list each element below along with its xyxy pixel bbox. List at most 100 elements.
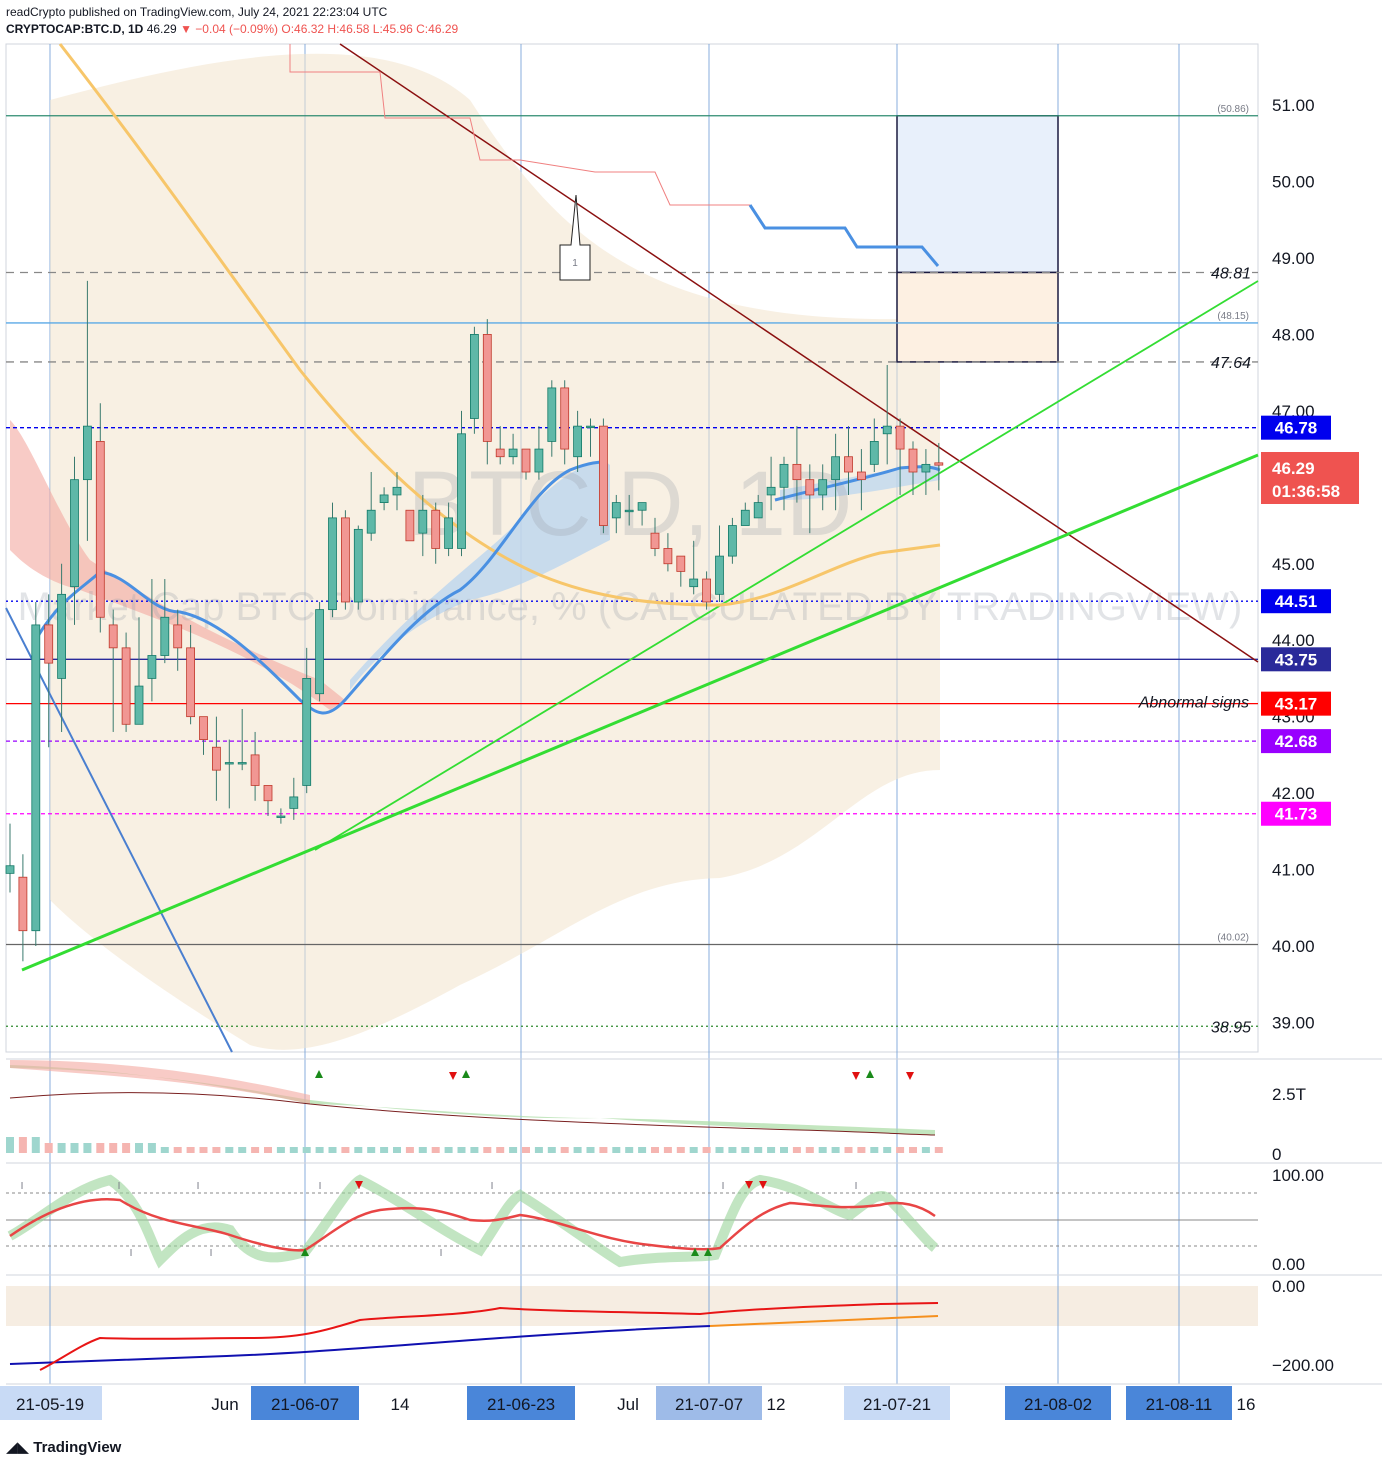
osc-fast-band: [7, 1174, 939, 1269]
tradingview-logo-text: TradingView: [33, 1439, 122, 1456]
price-axis-tick: 42.00: [1272, 784, 1315, 803]
candle-body: [495, 448, 505, 458]
candle-body: [831, 456, 840, 481]
price-label: 43.75: [1275, 650, 1318, 669]
lower-axis-tick: −200.00: [1272, 1356, 1334, 1375]
volume-bar: [663, 1147, 672, 1153]
candle-body: [431, 509, 441, 549]
step-line-red: [289, 44, 750, 206]
volume-axis-tick: 0: [1272, 1145, 1281, 1164]
candle-body: [418, 509, 428, 534]
candle-body: [882, 425, 892, 435]
candle-body: [573, 425, 582, 458]
volume-bar: [470, 1147, 479, 1153]
signal-down-triangle: [906, 1072, 914, 1080]
candle-body: [702, 578, 711, 603]
volume-bar: [251, 1147, 260, 1153]
volume-bar: [354, 1147, 363, 1153]
volume-ma-line: [9, 1092, 936, 1136]
candle-body: [134, 685, 144, 725]
candle-body: [508, 448, 518, 458]
date-axis-label: Jun: [211, 1395, 238, 1414]
volume-bar: [586, 1147, 595, 1153]
volume-bar: [689, 1147, 698, 1153]
candle-body: [186, 647, 196, 718]
volume-ma-cloud-red: [10, 1060, 310, 1104]
candle-body: [908, 448, 918, 473]
osc-buy-marker: I: [118, 1181, 121, 1192]
candle-body: [534, 448, 544, 473]
candle-body: [340, 517, 350, 603]
last-price: 46.29: [146, 22, 177, 36]
volume-bar: [341, 1147, 350, 1153]
volume-bar: [225, 1147, 234, 1153]
candle-body: [753, 502, 763, 519]
candle-body: [766, 486, 776, 496]
volume-bar: [767, 1147, 776, 1153]
symbol-line: CRYPTOCAP:BTC.D, 1D 46.29 ▼ −0.04 (−0.09…: [6, 21, 458, 38]
date-axis-label: 21-05-19: [16, 1395, 84, 1414]
candle-body: [108, 624, 118, 649]
lower-slow-line-orange: [709, 1315, 939, 1327]
moving-average-orange: [58, 43, 941, 607]
price-label-box: [1261, 647, 1331, 672]
candle-body: [18, 876, 28, 932]
candle-body: [392, 486, 402, 496]
candle-body: [263, 785, 273, 802]
candle-body: [689, 578, 699, 588]
resistance-trendline: [339, 43, 1259, 663]
volume-bar: [857, 1147, 866, 1153]
price-label-box: [1261, 415, 1331, 440]
level-italic-label: 38.95: [1211, 1019, 1251, 1036]
volume-bar: [212, 1147, 221, 1153]
lower-pane-band: [6, 1286, 1258, 1326]
date-axis-label: 21-07-21: [863, 1395, 931, 1414]
date-axis-label: 21-08-11: [1146, 1395, 1213, 1414]
price-axis-tick: 50.00: [1272, 173, 1315, 192]
date-highlight-box: [467, 1386, 575, 1420]
volume-bar: [6, 1137, 14, 1153]
date-axis-label: 12: [767, 1395, 786, 1414]
ohlc-values: O:46.32 H:46.58 L:45.96 C:46.29: [281, 22, 459, 36]
candle-body: [31, 624, 41, 932]
publish-line: readCrypto published on TradingView.com,…: [6, 5, 388, 19]
volume-bar: [844, 1147, 853, 1153]
candle-body: [250, 754, 260, 786]
osc-buy-marker: I: [197, 1181, 200, 1192]
date-axis-label: 21-06-23: [487, 1395, 555, 1414]
osc-sell-marker: I: [440, 1248, 443, 1259]
volume-bar: [921, 1147, 930, 1153]
volume-bar: [883, 1147, 892, 1153]
volume-bar: [328, 1147, 337, 1153]
signal-up-triangle: [315, 1070, 323, 1078]
date-highlight-box: [251, 1386, 359, 1420]
date-axis-label: Jul: [617, 1395, 639, 1414]
signal-up-triangle: [462, 1070, 470, 1078]
volume-bar: [534, 1147, 543, 1153]
date-highlight-box: [1005, 1386, 1111, 1420]
volume-bar: [780, 1147, 788, 1153]
tradingview-logo: ◢◣ TradingView: [6, 1438, 121, 1456]
price-label: 46.78: [1275, 419, 1318, 438]
volume-bar: [741, 1147, 750, 1153]
volume-bar: [818, 1147, 827, 1153]
volume-bar: [573, 1147, 582, 1153]
price-label-box: [1261, 589, 1331, 614]
blue-trendline: [5, 607, 233, 1053]
volume-bar: [651, 1147, 659, 1153]
date-axis-label: 14: [391, 1395, 410, 1414]
volume-bar: [560, 1147, 569, 1153]
signal-down-triangle: [852, 1072, 860, 1080]
candle-body: [366, 509, 376, 534]
price-label: 42.68: [1275, 732, 1318, 751]
volume-bar: [431, 1147, 440, 1153]
step-line-blue: [748, 204, 940, 267]
candle-body: [844, 456, 853, 473]
lower-fast-line: [39, 1302, 939, 1371]
volume-bar: [547, 1147, 556, 1153]
volume-bar: [625, 1147, 634, 1153]
candle-body: [586, 425, 595, 429]
osc-buy-marker: I: [21, 1181, 24, 1192]
osc-down-triangle: [759, 1181, 767, 1189]
